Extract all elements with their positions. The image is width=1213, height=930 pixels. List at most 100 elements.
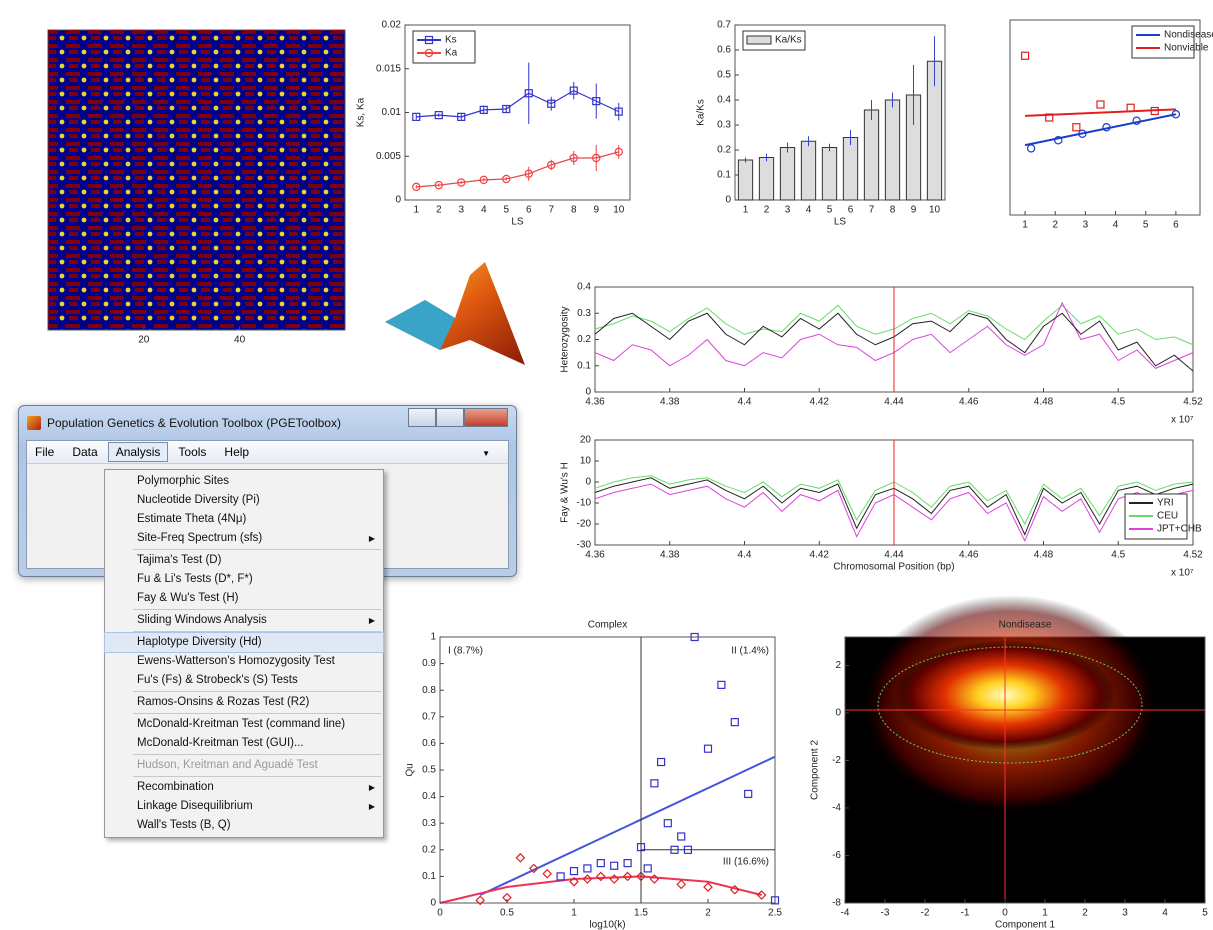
menu-bar-item[interactable]: Help: [216, 442, 257, 462]
y-tick-label: 0.4: [717, 95, 731, 106]
x-tick-label: 2: [764, 205, 770, 216]
y-tick-label: 0.015: [376, 63, 401, 74]
x-tick-label: 8: [890, 205, 896, 216]
x-tick-label: 1.5: [634, 908, 648, 919]
menu-bar-item[interactable]: File: [27, 442, 62, 462]
legend-label: Ka/Ks: [775, 35, 802, 46]
x-tick-label: 0: [1002, 908, 1008, 919]
x-tick-label: 4: [481, 205, 487, 216]
menu-item[interactable]: Sliding Windows Analysis▶: [105, 611, 383, 630]
menu-item[interactable]: Ramos-Onsins & Rozas Test (R2): [105, 693, 383, 712]
y-tick-label: 0.1: [717, 170, 731, 181]
menu-item-label: Tajima's Test (D): [137, 554, 221, 566]
menu-item-label: Nucleotide Diversity (Pi): [137, 494, 260, 506]
menu-item[interactable]: Recombination▶: [105, 778, 383, 797]
bar: [885, 100, 899, 200]
menu-item[interactable]: McDonald-Kreitman Test (GUI)...: [105, 734, 383, 753]
y-tick-label: -10: [577, 498, 592, 509]
y-tick-label: 0.7: [422, 711, 436, 722]
legend-box: [413, 31, 475, 63]
x-tick-label: 3: [1083, 220, 1089, 231]
menu-item-label: McDonald-Kreitman Test (command line): [137, 718, 345, 730]
x-tick-label: 4.4: [738, 550, 752, 561]
title-bar: Population Genetics & Evolution Toolbox …: [27, 416, 341, 430]
y-tick-label: -8: [832, 898, 841, 909]
menu-item[interactable]: Haplotype Diversity (Hd): [105, 633, 383, 652]
heatmap-texture: [48, 30, 345, 330]
x-multiplier: x 10⁷: [1171, 568, 1194, 579]
annotation: I (8.7%): [448, 646, 483, 657]
minimize-button[interactable]: [408, 408, 436, 427]
x-tick-label: 7: [869, 205, 875, 216]
x-tick-label: 3: [458, 205, 464, 216]
submenu-arrow: ▶: [369, 778, 375, 797]
x-axis-label: log10(k): [589, 920, 625, 930]
x-tick-label: 4.4: [738, 397, 752, 408]
menu-item[interactable]: McDonald-Kreitman Test (command line): [105, 715, 383, 734]
chart-title: Complex: [588, 620, 627, 631]
menu-item-label: Polymorphic Sites: [137, 475, 229, 487]
maximize-button[interactable]: [436, 408, 464, 427]
toolbar-arrow[interactable]: ▼: [474, 446, 498, 461]
x-tick-label: 4.46: [959, 550, 979, 561]
menu-item[interactable]: Fay & Wu's Test (H): [105, 589, 383, 608]
menu-item[interactable]: Tajima's Test (D): [105, 551, 383, 570]
y-axis-label: Fay & Wu's H: [560, 462, 571, 523]
x-tick-label: 2: [1052, 220, 1058, 231]
app-icon: [27, 416, 41, 430]
x-tick-label: 3: [1122, 908, 1128, 919]
menu-item[interactable]: Fu's (Fs) & Strobeck's (S) Tests: [105, 671, 383, 690]
menu-item-label: Fu & Li's Tests (D*, F*): [137, 573, 253, 585]
menu-item[interactable]: Fu & Li's Tests (D*, F*): [105, 570, 383, 589]
menu-bar-item[interactable]: Analysis: [108, 442, 169, 462]
y-axis-label: Qu: [405, 763, 416, 776]
x-tick-label: -3: [881, 908, 890, 919]
menu-item[interactable]: Ewens-Watterson's Homozygosity Test: [105, 652, 383, 671]
close-button[interactable]: [464, 408, 508, 427]
x-tick-label: 4.36: [585, 550, 605, 561]
menu-bar-item[interactable]: Tools: [170, 442, 214, 462]
menu-item[interactable]: Wall's Tests (B, Q): [105, 816, 383, 835]
y-tick-label: 0: [835, 708, 841, 719]
x-axis-label: LS: [834, 217, 847, 228]
y-tick-label: 0.1: [422, 871, 436, 882]
menu-item[interactable]: Linkage Disequilibrium▶: [105, 797, 383, 816]
x-multiplier: x 10⁷: [1171, 415, 1194, 426]
menu-separator: [133, 776, 381, 777]
x-tick-label: 7: [548, 205, 554, 216]
menu-separator: [133, 754, 381, 755]
y-tick-label: 10: [580, 456, 592, 467]
menu-bar-item[interactable]: Data: [64, 442, 105, 462]
menu-item-label: Linkage Disequilibrium: [137, 800, 253, 812]
legend-label: Ks: [445, 35, 457, 46]
x-tick-label: 5: [827, 205, 833, 216]
y-tick-label: 0.2: [717, 145, 731, 156]
menu-item[interactable]: Estimate Theta (4Nμ): [105, 510, 383, 529]
y-tick-label: 0.4: [577, 282, 591, 293]
menu-item[interactable]: Nucleotide Diversity (Pi): [105, 491, 383, 510]
menu-item[interactable]: Site-Freq Spectrum (sfs)▶: [105, 529, 383, 548]
bar: [822, 148, 836, 201]
x-tick-label: 4.48: [1034, 397, 1054, 408]
x-tick-label: 4.52: [1183, 550, 1203, 561]
legend-label: YRI: [1157, 498, 1174, 509]
legend-label: Nondisease: [1164, 30, 1213, 41]
x-tick-label: 4.38: [660, 550, 680, 561]
legend-label: JPT+CHB: [1157, 524, 1202, 535]
x-tick-label: 1: [743, 205, 749, 216]
y-tick-label: 0.9: [422, 658, 436, 669]
x-tick-label: 4: [806, 205, 812, 216]
x-tick-label: 4.46: [959, 397, 979, 408]
menu-separator: [133, 609, 381, 610]
page: 20401234567891000.0050.010.0150.02LSKs, …: [0, 0, 1213, 930]
x-tick-label: 1: [1042, 908, 1048, 919]
x-tick-label: 4: [1162, 908, 1168, 919]
annotation: III (16.6%): [723, 856, 769, 867]
menu-item-label: Fay & Wu's Test (H): [137, 592, 238, 604]
y-tick-label: 0.005: [376, 151, 401, 162]
x-tick-label: 4: [1113, 220, 1119, 231]
x-tick-label: 2: [705, 908, 711, 919]
menu-item[interactable]: Polymorphic Sites: [105, 472, 383, 491]
y-tick-label: -20: [577, 519, 592, 530]
y-tick-label: 0.4: [422, 791, 436, 802]
